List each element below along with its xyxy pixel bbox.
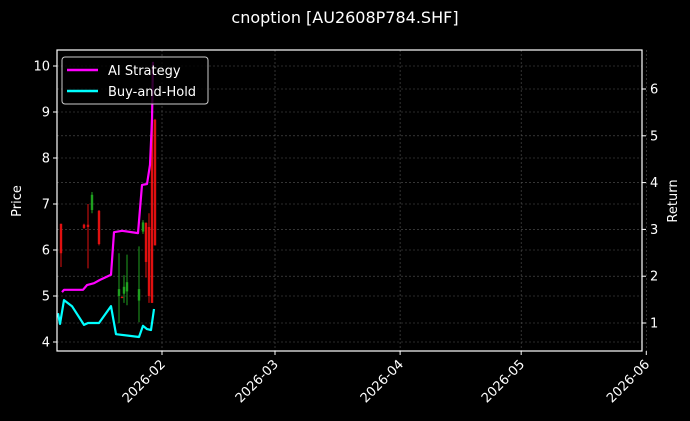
date-tick-label: 2026-05 [479,357,528,406]
return-tick-label: 6 [650,83,658,98]
return-tick-label: 2 [650,270,658,285]
candle-body [59,223,63,254]
return-axis-label: Return [666,179,681,222]
candle-body [141,222,145,232]
buy-and-hold-line [56,299,156,339]
candle-body [144,222,148,262]
price-tick-label: 7 [42,198,50,213]
price-tick-label: 6 [42,244,50,259]
legend-ai-strategy: AI Strategy [108,64,181,79]
price-tick-label: 10 [33,60,50,75]
return-tick-label: 1 [650,317,658,332]
candle-body [117,289,121,296]
return-tick-label: 5 [650,129,658,144]
candle-body [122,286,126,294]
return-tick-label: 3 [650,223,658,238]
date-tick-label: 2026-04 [358,357,407,406]
candle-body [137,289,141,301]
date-axis: 2026-02 2026-03 2026-04 2026-05 2026-06 [120,351,653,406]
candle-body [82,224,86,228]
candlesticks [59,98,157,324]
candle-body [86,224,90,227]
return-axis: 1 2 3 4 5 6 [642,83,658,332]
candle-body [147,227,151,296]
candle-body [125,282,129,292]
candle-body [153,119,157,246]
chart-title: cnoption [AU2608P784.SHF] [231,8,459,27]
candle-body [150,119,154,303]
ai-strategy-line [61,61,155,293]
price-axis: 4 5 6 7 8 9 10 [33,60,57,351]
date-tick-label: 2026-02 [120,357,169,406]
legend-buy-and-hold: Buy-and-Hold [108,85,196,100]
date-tick-label: 2026-06 [604,357,653,406]
price-tick-label: 8 [42,152,50,167]
plot-frame [56,49,643,352]
price-tick-label: 4 [42,336,50,351]
price-axis-label: Price [10,185,25,217]
series-lines [56,61,156,339]
candle-body [90,194,94,210]
candle-body [97,210,101,245]
candle-body [120,296,124,298]
price-tick-label: 9 [42,106,50,121]
date-tick-label: 2026-03 [233,357,282,406]
price-tick-label: 5 [42,290,50,305]
return-tick-label: 4 [650,176,658,191]
legend: AI Strategy Buy-and-Hold [61,56,209,105]
